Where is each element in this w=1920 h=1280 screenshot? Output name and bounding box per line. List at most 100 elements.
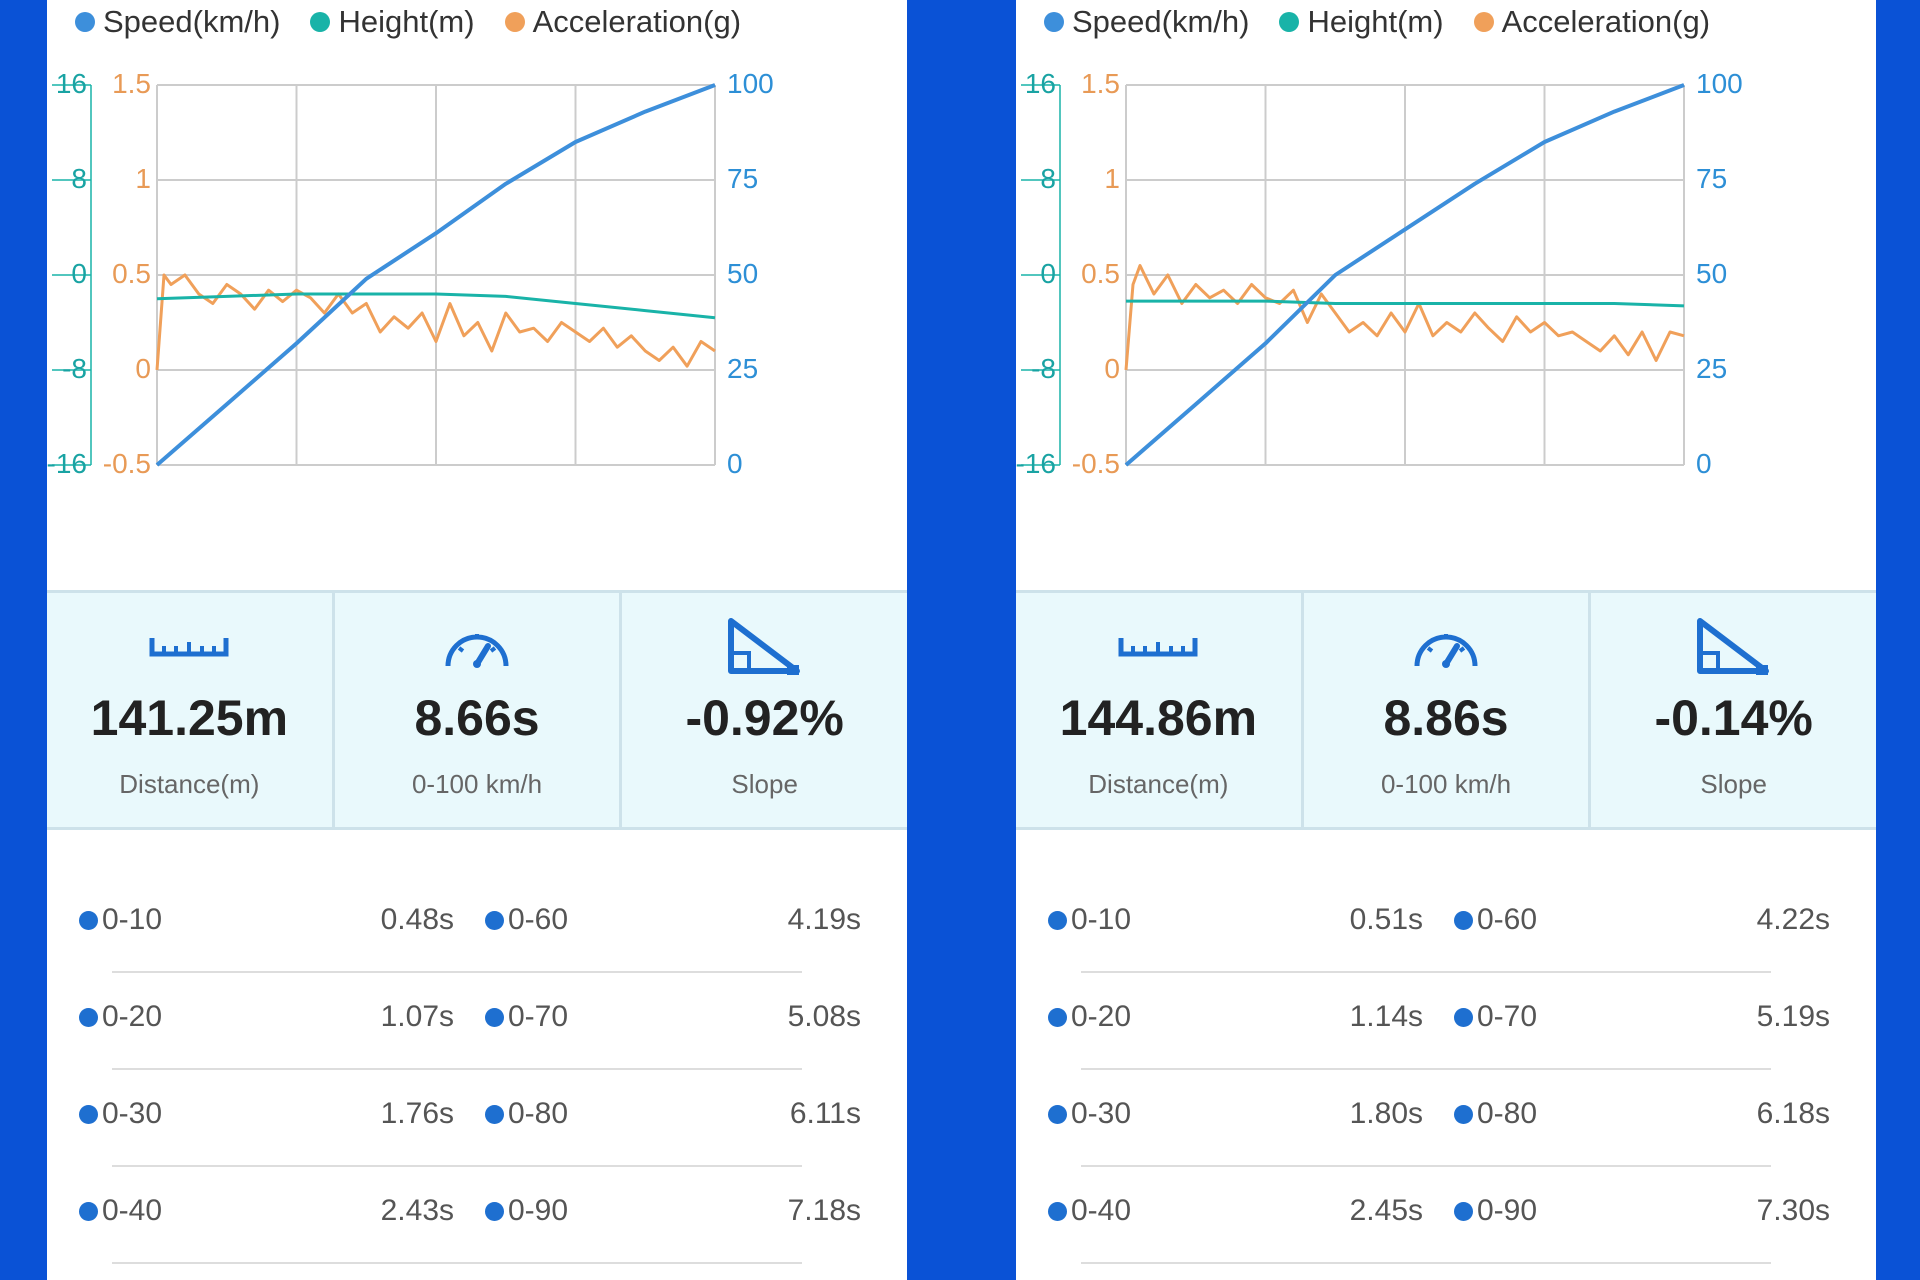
- legend-dot-icon: [1279, 12, 1300, 32]
- speed-tick-label: 100: [727, 68, 774, 99]
- split-right: 0-60: [485, 900, 568, 940]
- speed-chart: 16 8 0 -8 -16 1.5 1 0.5 0 -0.5 100 75 50 25 0: [1016, 68, 1743, 479]
- speed-series-line: [155, 83, 716, 467]
- slope-label: Slope: [1700, 769, 1767, 799]
- legend-item-acceleration: Acceleration(g): [504, 4, 742, 40]
- split-right: 0-70: [1454, 997, 1537, 1037]
- split-left: 0-20: [79, 997, 162, 1037]
- split-row: 0-20 1.14s 0-70 5.19s: [1016, 973, 1876, 1070]
- acceleration-tick-label: 0.5: [112, 258, 151, 289]
- distance-value: 141.25m: [90, 690, 289, 746]
- legend-label: Height(m): [338, 4, 475, 39]
- split-right: 0-60: [1454, 900, 1537, 940]
- stat-time: 8.86s 0-100 km/h: [1300, 593, 1589, 827]
- bullet-icon: [485, 910, 504, 930]
- split-right: 0-90: [485, 1191, 568, 1231]
- split-time: 0.48s: [380, 903, 454, 936]
- bullet-icon: [1048, 1104, 1067, 1124]
- bullet-icon: [79, 910, 98, 930]
- acceleration-series-line: [155, 273, 716, 371]
- split-range-label: 0-40: [102, 1194, 163, 1227]
- split-time: 4.19s: [787, 903, 861, 936]
- bullet-icon: [1454, 910, 1473, 930]
- speed-tick-label: 75: [727, 163, 758, 194]
- legend-label: Acceleration(g): [532, 4, 742, 39]
- split-row: 0-30 1.76s 0-80 6.11s: [47, 1070, 907, 1167]
- height-tick-label: 16: [1025, 68, 1056, 99]
- speedometer-icon: [1304, 617, 1589, 677]
- split-left: 0-20: [1048, 997, 1131, 1037]
- split-row: 0-10 0.48s 0-60 4.19s: [47, 876, 907, 973]
- split-range-label: 0-40: [1071, 1194, 1132, 1227]
- legend-item-speed: Speed(km/h): [75, 4, 280, 40]
- bullet-icon: [79, 1201, 98, 1221]
- legend-dot-icon: [1473, 12, 1494, 32]
- bullet-icon: [1048, 1201, 1067, 1221]
- split-time: 0.51s: [1349, 903, 1423, 936]
- split-left: 0-30: [1048, 1094, 1131, 1134]
- stat-slope: -0.92% Slope: [619, 593, 907, 827]
- distance-label: Distance(m): [119, 769, 260, 799]
- bullet-icon: [79, 1104, 98, 1124]
- split-right: 0-90: [1454, 1191, 1537, 1231]
- split-right: 0-80: [1454, 1094, 1537, 1134]
- chart-legend: Speed(km/h) Height(m) Acceleration(g): [75, 4, 771, 40]
- chart-grid: [156, 84, 716, 466]
- split-time: 7.18s: [787, 1194, 861, 1227]
- acceleration-tick-label: 0.5: [1081, 258, 1120, 289]
- split-range-label: 0-10: [1071, 903, 1132, 936]
- split-range-label: 0-80: [1477, 1097, 1538, 1130]
- height-tick-label: 8: [71, 163, 87, 194]
- stats-bar: 144.86m Distance(m) 8.86s 0-100 km/h: [1016, 590, 1876, 830]
- split-row: 0-20 1.07s 0-70 5.08s: [47, 973, 907, 1070]
- speed-tick-label: 0: [1696, 448, 1712, 479]
- bullet-icon: [1454, 1104, 1473, 1124]
- stats-bar: 141.25m Distance(m) 8.66s 0-100 km/h: [47, 590, 907, 830]
- acceleration-tick-label: 0: [1104, 353, 1120, 384]
- split-time: 2.45s: [1349, 1194, 1423, 1227]
- stat-distance: 141.25m Distance(m): [47, 593, 332, 827]
- bullet-icon: [1048, 910, 1067, 930]
- split-range-label: 0-20: [1071, 1000, 1132, 1033]
- split-range-label: 0-20: [102, 1000, 163, 1033]
- slope-icon: [1591, 617, 1876, 677]
- split-left: 0-40: [79, 1191, 162, 1231]
- split-range-label: 0-60: [508, 903, 569, 936]
- split-time: 6.18s: [1756, 1097, 1830, 1130]
- split-time: 1.07s: [380, 1000, 454, 1033]
- stat-slope: -0.14% Slope: [1588, 593, 1876, 827]
- distance-label: Distance(m): [1088, 769, 1229, 799]
- chart-legend: Speed(km/h) Height(m) Acceleration(g): [1044, 4, 1740, 40]
- legend-item-acceleration: Acceleration(g): [1473, 4, 1711, 40]
- split-range-label: 0-30: [1071, 1097, 1132, 1130]
- height-series-line: [156, 292, 716, 320]
- speed-tick-label: 0: [727, 448, 743, 479]
- height-tick-label: -8: [62, 353, 87, 384]
- height-tick-label: -8: [1031, 353, 1056, 384]
- bullet-icon: [1454, 1007, 1473, 1027]
- split-right: 0-70: [485, 997, 568, 1037]
- acceleration-time-label: 0-100 km/h: [411, 769, 543, 799]
- legend-label: Acceleration(g): [1501, 4, 1711, 39]
- stat-time: 8.66s 0-100 km/h: [331, 593, 620, 827]
- split-left: 0-10: [1048, 900, 1131, 940]
- chart-grid: [1125, 84, 1685, 466]
- legend-dot-icon: [1044, 12, 1064, 32]
- split-range-label: 0-10: [102, 903, 163, 936]
- bullet-icon: [1048, 1007, 1067, 1027]
- split-time: 1.80s: [1349, 1097, 1423, 1130]
- split-left: 0-40: [1048, 1191, 1131, 1231]
- speed-tick-label: 50: [727, 258, 758, 289]
- acceleration-tick-label: 1.5: [112, 68, 151, 99]
- split-time: 7.30s: [1756, 1194, 1830, 1227]
- slope-icon: [622, 617, 907, 677]
- ruler-icon: [47, 617, 332, 677]
- acceleration-tick-label: 1.5: [1081, 68, 1120, 99]
- split-range-label: 0-90: [508, 1194, 569, 1227]
- acceleration-time-value: 8.66s: [414, 690, 540, 746]
- acceleration-tick-label: 1: [1104, 163, 1120, 194]
- speed-tick-label: 25: [1696, 353, 1727, 384]
- split-time: 2.43s: [380, 1194, 454, 1227]
- bullet-icon: [1454, 1201, 1473, 1221]
- split-time: 4.22s: [1756, 903, 1830, 936]
